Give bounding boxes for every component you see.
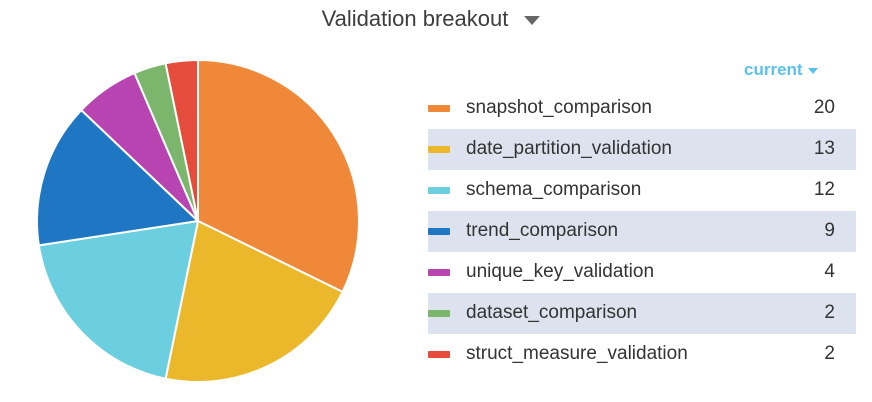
legend-value: 12 <box>813 179 835 200</box>
legend-value: 2 <box>824 302 835 323</box>
pie-slice-trend-comparison[interactable] <box>36 109 199 247</box>
chart-title: Validation breakout <box>321 6 509 31</box>
legend-label: date_partition_validation <box>466 138 672 159</box>
legend-value: 4 <box>824 261 835 282</box>
chart-header: Validation breakout <box>0 2 872 36</box>
legend-label: trend_comparison <box>466 220 619 241</box>
legend-value: 9 <box>824 220 835 241</box>
legend-item[interactable]: struct_measure_validation 2 <box>428 334 856 375</box>
period-selector-label: current <box>744 60 803 79</box>
period-selector[interactable]: current <box>744 59 818 81</box>
legend-swatch <box>428 105 450 112</box>
legend-swatch <box>428 187 450 194</box>
legend-label: schema_comparison <box>466 179 642 200</box>
caret-down-icon <box>807 68 818 74</box>
legend-label: unique_key_validation <box>466 261 655 282</box>
legend-item[interactable]: snapshot_comparison 20 <box>428 88 856 129</box>
legend: snapshot_comparison 20 date_partition_vali… <box>428 88 856 375</box>
pie-slice-struct-measure-validation[interactable] <box>164 59 199 222</box>
legend-value: 2 <box>824 343 835 364</box>
pie-slice-snapshot-comparison[interactable] <box>197 59 361 293</box>
legend-item[interactable]: date_partition_validation 13 <box>428 129 856 170</box>
legend-swatch <box>428 351 450 358</box>
caret-down-icon[interactable] <box>524 15 541 25</box>
legend-value: 20 <box>813 97 835 118</box>
legend-swatch <box>428 269 450 276</box>
legend-label: snapshot_comparison <box>466 97 652 118</box>
pie-slice-schema-comparison[interactable] <box>37 220 199 380</box>
legend-label: dataset_comparison <box>466 302 638 323</box>
legend-swatch <box>428 228 450 235</box>
legend-item[interactable]: unique_key_validation 4 <box>428 252 856 293</box>
pie-slice-date-partition-validation[interactable] <box>164 220 344 383</box>
legend-label: struct_measure_validation <box>466 343 688 364</box>
legend-item[interactable]: schema_comparison 12 <box>428 170 856 211</box>
legend-swatch <box>428 310 450 317</box>
legend-value: 13 <box>813 138 835 159</box>
legend-item[interactable]: trend_comparison 9 <box>428 211 856 252</box>
legend-swatch <box>428 146 450 153</box>
legend-item[interactable]: dataset_comparison 2 <box>428 293 856 334</box>
